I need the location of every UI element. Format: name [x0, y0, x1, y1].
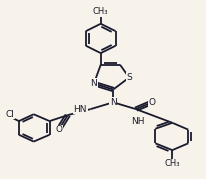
Text: N: N — [110, 98, 117, 107]
Text: CH₃: CH₃ — [93, 7, 109, 16]
Text: HN: HN — [74, 105, 87, 114]
Text: NH: NH — [131, 117, 145, 126]
Text: N: N — [90, 79, 97, 88]
Text: S: S — [126, 73, 132, 82]
Text: CH₃: CH₃ — [165, 159, 180, 168]
Text: Cl: Cl — [5, 110, 14, 119]
Text: O: O — [55, 125, 62, 134]
Text: O: O — [148, 98, 155, 107]
